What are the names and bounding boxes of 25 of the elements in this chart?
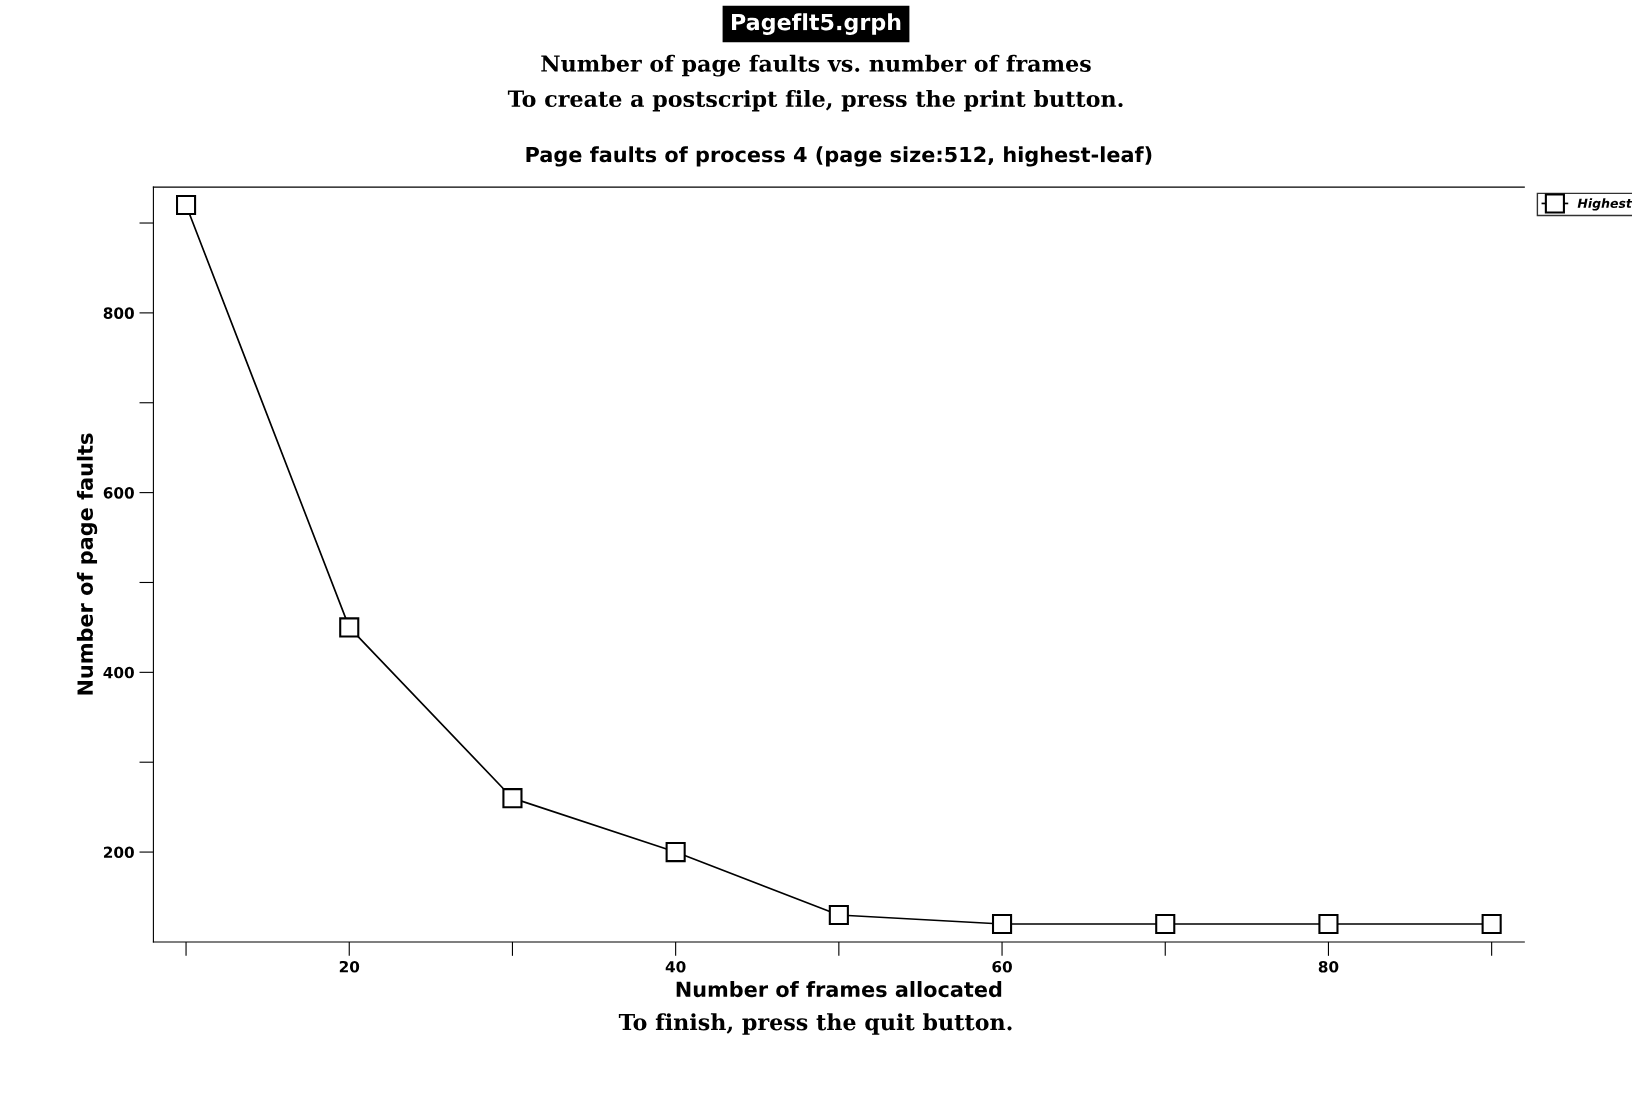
chart-title: Page faults of process 4 (page size:512, highest-leaf) xyxy=(526,146,1152,167)
y-tick-label: 200 xyxy=(103,846,134,859)
x-tick-label: 20 xyxy=(339,960,360,973)
y-axis-title: Number of page faults xyxy=(76,433,98,695)
point xyxy=(339,617,360,638)
x-axis-title: Number of frames allocated xyxy=(676,981,1002,998)
point xyxy=(665,842,686,863)
x-tick-label: 60 xyxy=(992,960,1012,973)
y-tick-label: 400 xyxy=(103,666,134,679)
point xyxy=(175,194,197,216)
point xyxy=(1481,913,1502,935)
point xyxy=(1318,913,1339,935)
y-tick-label: 600 xyxy=(103,487,134,499)
y-tick-label: 800 xyxy=(103,307,134,319)
text: Pageflt5.grph xyxy=(732,13,901,35)
point xyxy=(991,913,1013,935)
text: To finish, press the quit button. xyxy=(618,1013,1012,1035)
x-tick-label: 80 xyxy=(1318,960,1339,973)
text: Number of page faults vs. number of frames xyxy=(541,54,1091,77)
legend-label: Highest xyxy=(1577,198,1632,211)
text: To create a postscript file, press the print button. xyxy=(507,89,1123,112)
point xyxy=(502,788,523,809)
point xyxy=(1155,913,1176,935)
x-tick-label: 40 xyxy=(665,960,686,973)
point xyxy=(828,904,849,926)
